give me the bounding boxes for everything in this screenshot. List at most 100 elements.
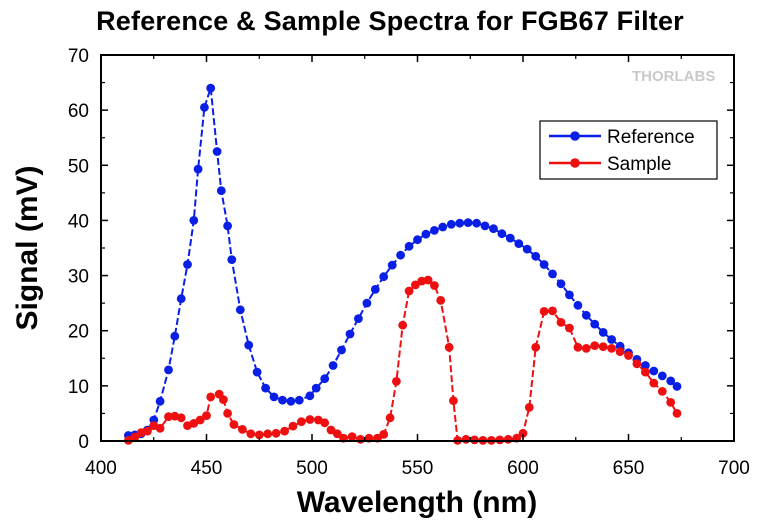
data-point-sample	[164, 412, 173, 422]
x-tick-label: 600	[507, 458, 539, 479]
data-point-sample	[206, 392, 216, 402]
data-point-reference	[556, 279, 566, 289]
data-point-sample	[607, 344, 616, 353]
data-point-sample	[297, 417, 306, 427]
data-point-sample	[423, 275, 433, 285]
data-point-sample	[404, 286, 414, 296]
y-tick-label: 30	[68, 267, 89, 288]
y-tick-label: 60	[68, 101, 89, 122]
x-tick-label: 550	[402, 458, 434, 479]
data-point-reference	[489, 224, 498, 234]
data-point-sample	[143, 426, 152, 436]
data-point-sample	[444, 342, 454, 352]
chart-title: Reference & Sample Spectra for FGB67 Fil…	[96, 6, 684, 36]
data-point-reference	[641, 361, 650, 370]
data-point-reference	[206, 83, 216, 93]
legend-marker-sample	[570, 158, 580, 168]
data-point-reference	[522, 244, 532, 254]
data-point-reference	[480, 221, 490, 231]
data-point-sample	[524, 403, 534, 412]
data-point-sample	[238, 425, 247, 434]
data-point-sample	[649, 378, 659, 388]
data-point-sample	[624, 351, 633, 360]
data-point-sample	[229, 420, 239, 429]
data-point-reference	[155, 396, 165, 406]
x-tick-label: 700	[718, 458, 750, 479]
data-point-sample	[503, 434, 513, 444]
data-point-sample	[411, 280, 420, 290]
x-tick-label: 650	[613, 458, 645, 479]
data-point-reference	[269, 392, 279, 402]
data-point-reference	[472, 218, 481, 228]
y-tick-label: 0	[78, 432, 89, 453]
axes-layer: 400 450 500 550 600 650 700 0 10 20 30 40 50 60 70	[68, 46, 750, 479]
data-point-sample	[288, 421, 298, 431]
data-point-sample	[347, 432, 357, 441]
data-point-reference	[497, 229, 507, 239]
x-tick-label: 450	[191, 458, 223, 479]
data-point-sample	[305, 415, 315, 424]
data-point-reference	[438, 222, 448, 232]
data-point-reference	[446, 219, 456, 229]
x-axis-title: Wavelength (nm)	[297, 486, 538, 519]
data-point-reference	[370, 285, 380, 294]
data-point-sample	[598, 342, 608, 352]
x-tick-label: 500	[296, 458, 328, 479]
data-point-reference	[463, 218, 473, 228]
y-tick-label: 70	[68, 46, 89, 67]
y-axis-title: Signal (mV)	[11, 165, 44, 330]
y-tick-label: 40	[68, 211, 89, 232]
legend-label-reference: Reference	[607, 127, 695, 148]
data-point-sample	[130, 432, 140, 442]
data-point-reference	[396, 250, 405, 260]
data-point-reference	[193, 164, 203, 174]
data-point-reference	[387, 260, 397, 270]
data-point-reference	[200, 103, 209, 112]
data-point-reference	[421, 229, 431, 239]
data-point-reference	[328, 361, 338, 370]
data-point-reference	[565, 290, 574, 300]
legend-label-sample: Sample	[607, 154, 671, 175]
data-point-sample	[590, 341, 600, 350]
data-point-sample	[223, 409, 233, 418]
data-point-reference	[657, 371, 667, 381]
data-point-sample	[356, 434, 365, 444]
data-point-sample	[548, 306, 557, 316]
data-point-reference	[607, 335, 616, 344]
data-point-reference	[311, 383, 321, 393]
data-point-sample	[666, 398, 676, 407]
data-point-sample	[615, 347, 625, 357]
data-point-sample	[539, 307, 549, 316]
data-point-reference	[362, 298, 372, 308]
data-point-sample	[436, 296, 446, 305]
data-point-reference	[183, 260, 192, 269]
data-point-sample	[326, 425, 336, 435]
data-point-reference	[573, 300, 583, 310]
data-point-reference	[666, 376, 676, 386]
data-point-reference	[345, 329, 355, 339]
data-point-sample	[565, 323, 574, 333]
data-point-reference	[278, 395, 287, 405]
data-point-sample	[379, 430, 389, 439]
x-tick-label: 400	[85, 458, 117, 479]
data-point-reference	[672, 382, 682, 391]
data-point-reference	[294, 395, 304, 405]
data-point-reference	[286, 396, 296, 406]
data-point-sample	[246, 429, 256, 439]
series-line-sample	[127, 278, 678, 442]
data-point-reference	[379, 272, 389, 282]
data-point-reference	[189, 216, 199, 225]
legend-box	[539, 120, 718, 180]
data-point-reference	[531, 251, 541, 261]
data-point-sample	[531, 342, 541, 352]
y-tick-label: 50	[68, 156, 89, 177]
data-point-reference	[354, 314, 363, 323]
data-point-reference	[598, 328, 608, 337]
data-point-sample	[449, 396, 458, 406]
data-point-reference	[514, 239, 524, 249]
data-point-sample	[632, 359, 642, 369]
data-point-sample	[176, 413, 186, 423]
data-point-sample	[280, 426, 289, 436]
data-point-sample	[320, 418, 330, 428]
data-point-sample	[195, 415, 205, 425]
